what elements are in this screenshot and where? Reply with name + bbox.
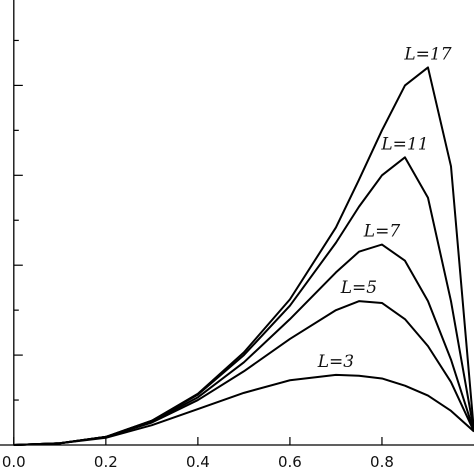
series-line: [13, 373, 474, 446]
series-label: L=5: [340, 278, 377, 298]
series-label: L=17: [403, 44, 451, 64]
x-tick-label: 0.4: [186, 453, 210, 471]
x-tick-label: 0.2: [94, 453, 118, 471]
series-line: [13, 243, 474, 446]
x-tick-label: 0.8: [370, 453, 394, 471]
series-line: [13, 66, 474, 446]
series-label: L=7: [363, 222, 401, 242]
series-line: [13, 156, 474, 446]
series-label: L=11: [380, 134, 428, 154]
x-tick-label: 0.0: [2, 453, 26, 471]
series-line: [13, 300, 474, 446]
x-tick-label: 0.6: [278, 453, 302, 471]
series-label: L=3: [317, 352, 354, 372]
